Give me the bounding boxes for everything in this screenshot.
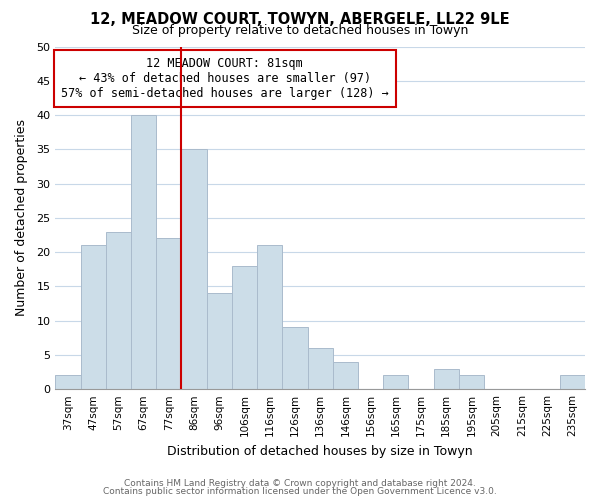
Text: Contains HM Land Registry data © Crown copyright and database right 2024.: Contains HM Land Registry data © Crown c… [124, 478, 476, 488]
Bar [80, 246, 106, 389]
Bar [459, 376, 484, 389]
Bar [156, 238, 181, 389]
Bar [106, 232, 131, 389]
Text: Contains public sector information licensed under the Open Government Licence v3: Contains public sector information licen… [103, 487, 497, 496]
Bar [560, 376, 585, 389]
Text: 12 MEADOW COURT: 81sqm
← 43% of detached houses are smaller (97)
57% of semi-det: 12 MEADOW COURT: 81sqm ← 43% of detached… [61, 57, 389, 100]
Text: Size of property relative to detached houses in Towyn: Size of property relative to detached ho… [132, 24, 468, 37]
Text: 12, MEADOW COURT, TOWYN, ABERGELE, LL22 9LE: 12, MEADOW COURT, TOWYN, ABERGELE, LL22 … [90, 12, 510, 28]
X-axis label: Distribution of detached houses by size in Towyn: Distribution of detached houses by size … [167, 444, 473, 458]
Bar [283, 328, 308, 389]
Bar [181, 150, 206, 389]
Bar [55, 376, 80, 389]
Bar [434, 368, 459, 389]
Bar [206, 293, 232, 389]
Bar [232, 266, 257, 389]
Bar [257, 246, 283, 389]
Bar [333, 362, 358, 389]
Bar [308, 348, 333, 389]
Bar [131, 115, 156, 389]
Bar [383, 376, 409, 389]
Y-axis label: Number of detached properties: Number of detached properties [15, 120, 28, 316]
